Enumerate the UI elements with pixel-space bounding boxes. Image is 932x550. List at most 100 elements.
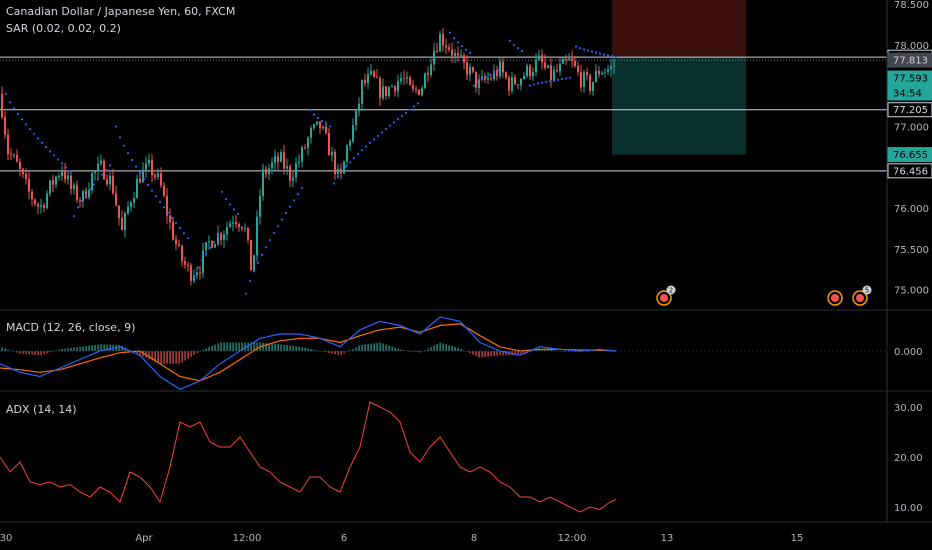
sar-point bbox=[388, 124, 392, 127]
candle-body bbox=[367, 74, 369, 84]
candle-body bbox=[364, 80, 366, 84]
candle-body bbox=[121, 218, 123, 231]
candle-body bbox=[58, 176, 60, 178]
sar-point bbox=[316, 116, 320, 120]
event-count-badge bbox=[666, 285, 676, 295]
candle-body bbox=[571, 58, 573, 61]
sar-point bbox=[56, 158, 60, 161]
candle-body bbox=[343, 161, 345, 174]
candle-body bbox=[451, 49, 453, 56]
sar-point bbox=[24, 123, 28, 126]
macd-histogram-bar bbox=[445, 344, 447, 351]
sar-point bbox=[356, 153, 360, 156]
horizontal-levels[interactable] bbox=[0, 56, 887, 172]
macd-histogram-bar bbox=[235, 342, 237, 351]
time-tick-label: 12:00 bbox=[233, 533, 262, 544]
price-axis[interactable]: 78.50078.00077.50077.00076.50076.00075.5… bbox=[887, 0, 932, 514]
sar-point bbox=[118, 136, 122, 139]
macd-histogram-bar bbox=[493, 351, 495, 357]
macd-histogram-bar bbox=[337, 351, 339, 355]
candle-body bbox=[148, 159, 150, 164]
candle-body bbox=[283, 152, 285, 169]
candle-body bbox=[379, 77, 381, 99]
candle-body bbox=[145, 163, 147, 170]
pane-dividers[interactable] bbox=[0, 0, 932, 523]
sar-point bbox=[308, 109, 312, 112]
sar-legend: SAR (0.02, 0.02, 0.2) bbox=[6, 22, 121, 35]
macd-histogram-bar bbox=[208, 347, 210, 351]
candle-body bbox=[550, 65, 552, 81]
macd-histogram-bar bbox=[28, 351, 30, 355]
sar-point bbox=[614, 56, 618, 59]
adx-legend: ADX (14, 14) bbox=[6, 403, 77, 416]
macd-histogram-bar bbox=[181, 351, 183, 363]
candle-body bbox=[406, 77, 408, 79]
macd-histogram-bar bbox=[250, 342, 252, 351]
sar-point bbox=[150, 189, 154, 192]
macd-histogram-bar bbox=[316, 350, 318, 351]
sar-point bbox=[162, 206, 166, 209]
macd-histogram-bar bbox=[574, 351, 576, 352]
candle-body bbox=[91, 173, 93, 191]
take-profit-zone[interactable] bbox=[612, 57, 746, 155]
candle-body bbox=[229, 223, 231, 228]
sar-point bbox=[114, 125, 118, 128]
position-tool[interactable] bbox=[612, 0, 746, 155]
sar-point bbox=[8, 101, 12, 104]
sar-point bbox=[244, 292, 248, 295]
sar-point bbox=[166, 211, 170, 214]
macd-histogram-bar bbox=[430, 347, 432, 351]
candle-body bbox=[586, 72, 588, 76]
stop-loss-zone[interactable] bbox=[612, 0, 746, 58]
candle-body bbox=[37, 204, 39, 207]
macd-histogram-bar bbox=[184, 351, 186, 361]
macd-histogram-bar bbox=[1, 347, 3, 351]
sar-point bbox=[552, 79, 556, 82]
sar-point bbox=[36, 137, 40, 140]
sar-point bbox=[178, 227, 182, 230]
candle-body bbox=[10, 153, 12, 156]
candle-body bbox=[172, 221, 174, 240]
macd-histogram-bar bbox=[205, 348, 207, 351]
sar-point bbox=[488, 73, 492, 76]
sar-point bbox=[146, 183, 150, 186]
candle-body bbox=[259, 196, 261, 217]
sar-point bbox=[492, 71, 496, 74]
candle-body bbox=[310, 128, 312, 138]
sar-point bbox=[170, 216, 174, 219]
macd-histogram-bar bbox=[376, 342, 378, 351]
macd-histogram-bar bbox=[325, 351, 327, 353]
sar-point bbox=[548, 80, 552, 83]
macd-histogram-bar bbox=[553, 350, 555, 351]
symbol-title: Canadian Dollar / Japanese Yen, 60, FXCM bbox=[6, 5, 236, 18]
sar-point bbox=[578, 47, 582, 50]
sar-point bbox=[452, 37, 456, 40]
candle-body bbox=[52, 180, 54, 185]
candle-body bbox=[247, 227, 249, 240]
candle-body bbox=[73, 185, 75, 189]
macd-histogram-bar bbox=[460, 348, 462, 351]
candle-body bbox=[427, 73, 429, 76]
macd-histogram-bar bbox=[385, 344, 387, 351]
macd-histogram-bar bbox=[289, 345, 291, 351]
candle-body bbox=[493, 70, 495, 79]
sar-point bbox=[40, 141, 44, 144]
macd-histogram-bar bbox=[229, 342, 231, 351]
macd-histogram-bar bbox=[196, 351, 198, 353]
macd-histogram-bar bbox=[370, 343, 372, 351]
macd-histogram-bar bbox=[238, 342, 240, 351]
macd-histogram-bar bbox=[142, 351, 144, 357]
candle-body bbox=[523, 75, 525, 79]
candle-body bbox=[235, 222, 237, 225]
macd-histogram-bar bbox=[301, 347, 303, 351]
price-label-text: 77.205 bbox=[893, 105, 928, 116]
macd-histogram-bar bbox=[373, 343, 375, 351]
sar-point bbox=[28, 128, 32, 131]
time-axis[interactable]: 30 Apr 12:00 6 8 12:00 13 15 bbox=[0, 533, 803, 544]
candle-body bbox=[274, 156, 276, 163]
candle-body bbox=[106, 179, 108, 185]
candle-body bbox=[529, 65, 531, 77]
candle-body bbox=[175, 239, 177, 244]
